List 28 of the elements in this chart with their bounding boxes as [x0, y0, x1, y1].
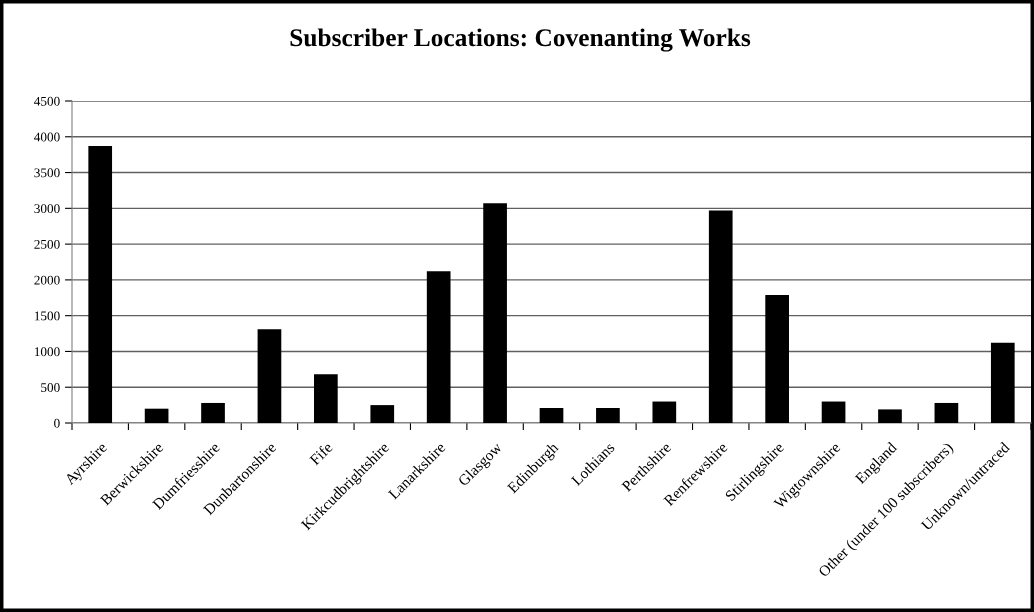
bar [539, 407, 564, 423]
y-tick-label: 3500 [34, 168, 60, 178]
bar [201, 402, 225, 423]
bar [370, 405, 395, 423]
y-tick-label: 3000 [34, 204, 60, 214]
y-tick-label: 4000 [34, 132, 60, 142]
bar [596, 407, 620, 423]
y-tick-label: 4500 [34, 96, 60, 106]
bar [652, 401, 677, 423]
bar [426, 271, 451, 423]
bar [821, 401, 846, 423]
y-tick-label: 2000 [34, 275, 60, 285]
bar [934, 402, 959, 423]
y-tick-label: 2500 [34, 239, 60, 249]
y-tick-label: 1000 [34, 347, 60, 357]
bar [765, 294, 789, 423]
chart-title: Subscriber Locations: Covenanting Works [290, 28, 751, 52]
bar [144, 408, 169, 423]
y-tick-label: 0 [54, 418, 60, 428]
y-tick-label: 500 [41, 383, 60, 392]
bar [88, 146, 113, 423]
y-tick-label: 1500 [34, 311, 60, 321]
bar [708, 210, 733, 423]
bar [990, 342, 1015, 423]
bar [257, 329, 282, 423]
bar [314, 374, 338, 423]
bar [878, 409, 902, 423]
bar [483, 203, 507, 423]
